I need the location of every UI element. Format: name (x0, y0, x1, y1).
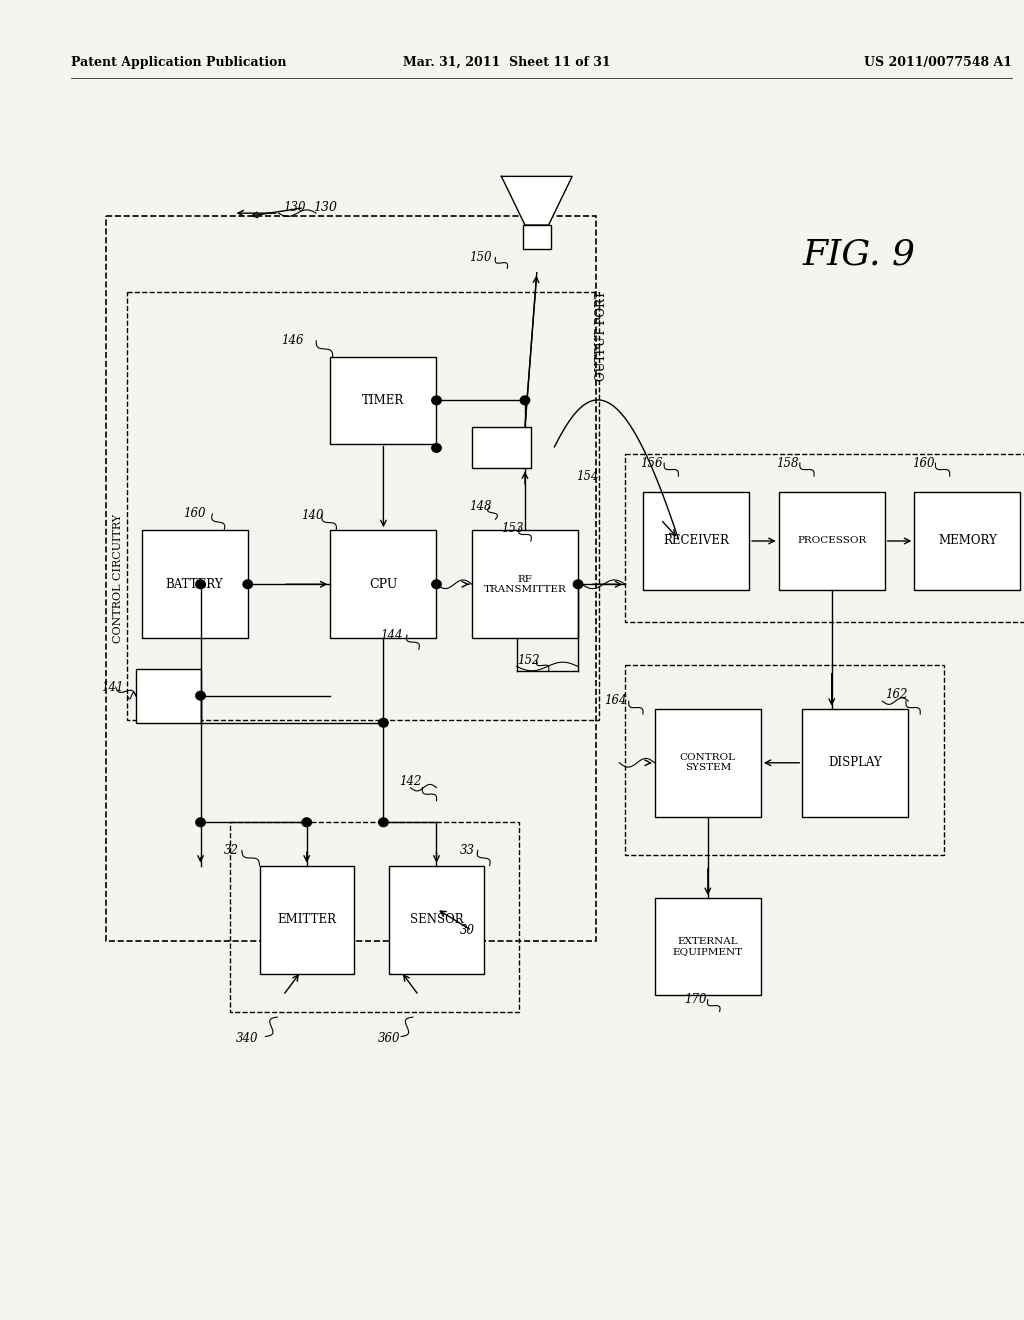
Text: 146: 146 (281, 334, 303, 347)
Text: 360: 360 (378, 1032, 400, 1045)
Text: OUTPUT PORT: OUTPUT PORT (595, 290, 608, 380)
Text: 162: 162 (885, 688, 907, 701)
Text: 340: 340 (236, 1032, 258, 1045)
Text: 164: 164 (604, 693, 627, 706)
Circle shape (573, 579, 583, 589)
Text: US 2011/0077548 A1: US 2011/0077548 A1 (864, 57, 1012, 69)
Text: 141: 141 (101, 681, 124, 693)
Text: FIG. 9: FIG. 9 (802, 238, 915, 272)
Bar (654, 709, 761, 817)
Text: 33: 33 (460, 843, 475, 857)
Bar (127, 292, 599, 719)
Bar (230, 822, 519, 1011)
Text: CONTROL
SYSTEM: CONTROL SYSTEM (680, 754, 736, 772)
Circle shape (432, 579, 441, 589)
Text: 160: 160 (183, 507, 206, 520)
Text: RF
TRANSMITTER: RF TRANSMITTER (483, 574, 566, 594)
Text: 150: 150 (470, 251, 492, 264)
Text: 144: 144 (380, 628, 402, 642)
Circle shape (196, 579, 205, 589)
Text: 130: 130 (283, 201, 305, 214)
Text: 32: 32 (224, 843, 240, 857)
Text: TIMER: TIMER (362, 393, 404, 407)
Circle shape (520, 396, 529, 405)
Text: 158: 158 (776, 457, 799, 470)
Text: CPU: CPU (370, 578, 397, 591)
Text: 170: 170 (684, 993, 707, 1006)
Bar (626, 454, 1024, 622)
Bar (626, 665, 944, 855)
Circle shape (432, 396, 441, 405)
Circle shape (379, 818, 388, 826)
Text: EMITTER: EMITTER (278, 913, 336, 927)
Text: Mar. 31, 2011  Sheet 11 of 31: Mar. 31, 2011 Sheet 11 of 31 (403, 57, 611, 69)
Bar (643, 492, 750, 590)
Circle shape (432, 444, 441, 453)
Text: CONTROL CIRCUITRY: CONTROL CIRCUITRY (113, 515, 123, 643)
Text: 160: 160 (912, 457, 935, 470)
Circle shape (243, 579, 253, 589)
Text: 140: 140 (301, 508, 324, 521)
Bar (331, 531, 436, 639)
Bar (914, 492, 1021, 590)
Circle shape (302, 818, 311, 826)
Bar (472, 531, 579, 639)
Text: 148: 148 (470, 500, 492, 513)
Text: BATTERY: BATTERY (166, 578, 223, 591)
Bar (389, 866, 483, 974)
Text: RECEIVER: RECEIVER (664, 535, 729, 548)
Bar (778, 492, 885, 590)
Text: 142: 142 (398, 775, 421, 788)
Circle shape (379, 718, 388, 727)
Text: 156: 156 (641, 457, 664, 470)
Circle shape (196, 692, 205, 700)
Circle shape (196, 818, 205, 826)
Text: 153: 153 (502, 521, 524, 535)
Text: 152: 152 (517, 653, 540, 667)
Bar (106, 216, 596, 941)
Bar (472, 428, 530, 469)
Text: MEMORY: MEMORY (938, 535, 996, 548)
Text: 30: 30 (460, 924, 475, 937)
Text: PROCESSOR: PROCESSOR (797, 536, 866, 545)
Text: EXTERNAL
EQUIPMENT: EXTERNAL EQUIPMENT (673, 937, 742, 957)
Text: SENSOR: SENSOR (410, 913, 463, 927)
Bar (802, 709, 908, 817)
Bar (331, 356, 436, 444)
Bar (522, 224, 551, 249)
Text: DISPLAY: DISPLAY (828, 756, 882, 770)
Bar (135, 669, 201, 723)
Bar (654, 898, 761, 995)
Text: 154: 154 (575, 470, 598, 483)
Bar (141, 531, 248, 639)
Bar (259, 866, 354, 974)
Text: 130: 130 (312, 201, 337, 214)
Text: Patent Application Publication: Patent Application Publication (71, 57, 287, 69)
Polygon shape (502, 177, 572, 224)
